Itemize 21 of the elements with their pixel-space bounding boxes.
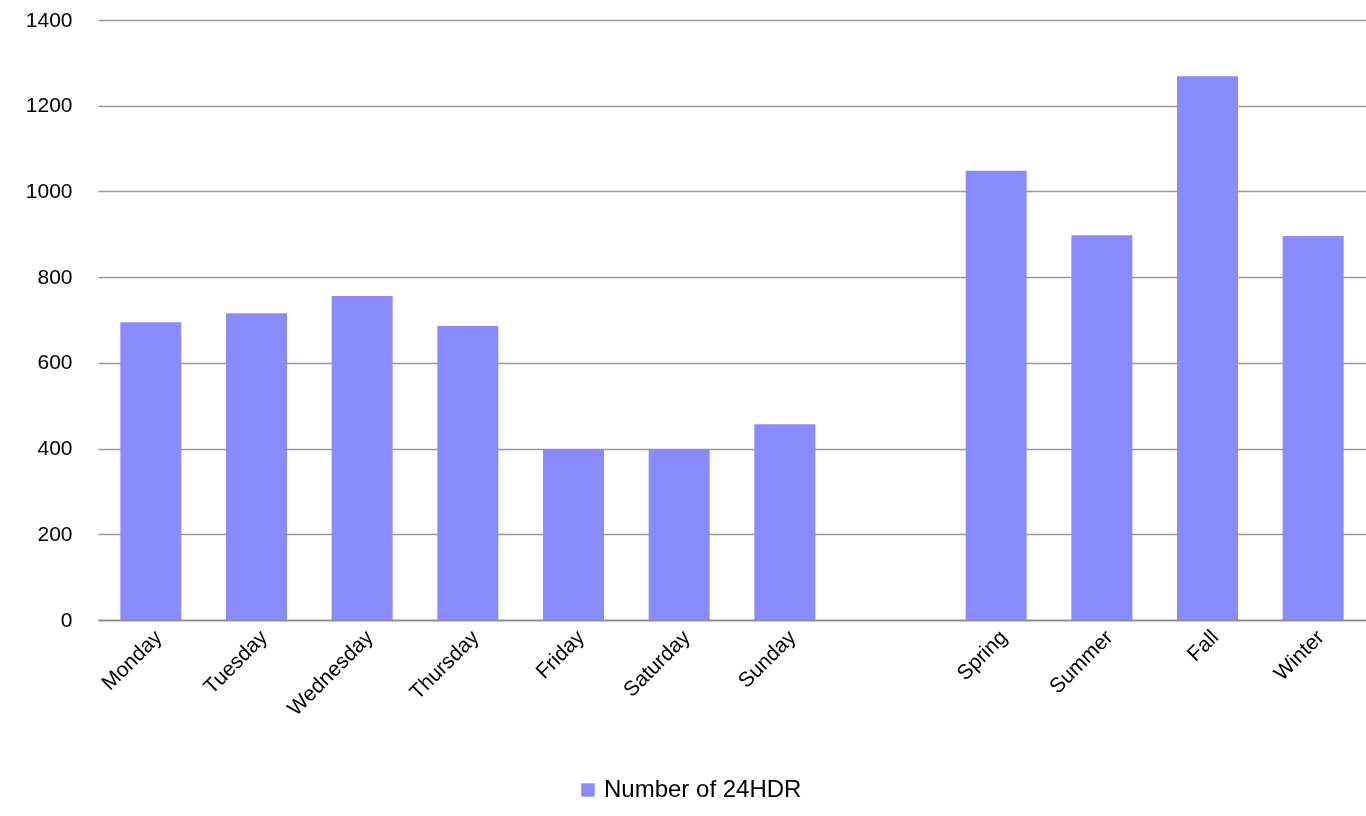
bar xyxy=(965,170,1027,620)
bar xyxy=(1177,76,1238,620)
bar xyxy=(437,326,499,620)
y-tick-label: 200 xyxy=(37,521,73,545)
bar xyxy=(120,322,182,620)
y-tick-label: 1400 xyxy=(25,7,73,31)
x-tick-label: Fall xyxy=(1182,625,1223,666)
bar xyxy=(543,449,604,620)
y-tick-label: 400 xyxy=(37,436,73,460)
legend-label: Number of 24HDR xyxy=(604,775,802,802)
bar xyxy=(1282,236,1344,620)
bar xyxy=(648,449,710,620)
y-tick-label: 0 xyxy=(60,607,73,631)
bar xyxy=(226,313,287,620)
y-tick-label: 600 xyxy=(37,350,73,374)
bar xyxy=(754,424,816,620)
bar xyxy=(331,296,393,620)
y-tick-label: 1200 xyxy=(25,93,73,117)
y-tick-label: 800 xyxy=(37,264,73,288)
y-tick-label: 1000 xyxy=(25,178,73,202)
bar xyxy=(1071,235,1133,620)
